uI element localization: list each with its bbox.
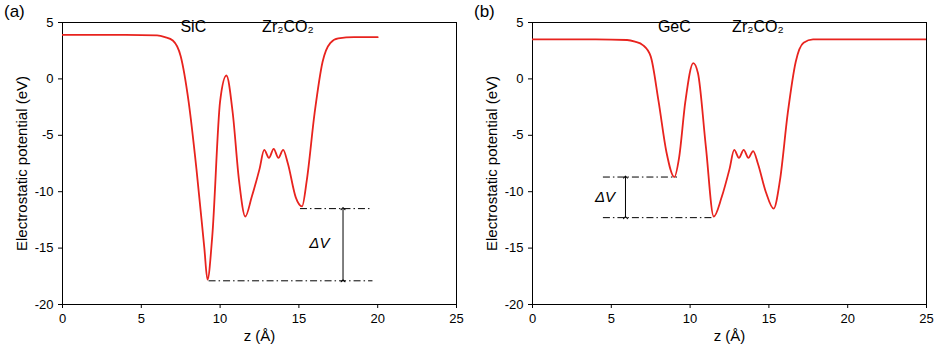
svg-text:20: 20 [370, 311, 384, 326]
svg-text:-15: -15 [35, 240, 54, 255]
svg-text:20: 20 [840, 311, 854, 326]
svg-text:-20: -20 [35, 297, 54, 312]
svg-text:15: 15 [762, 311, 776, 326]
svg-text:Electrostatic potential (eV): Electrostatic potential (eV) [13, 76, 30, 251]
svg-text:25: 25 [919, 311, 933, 326]
svg-text:15: 15 [292, 311, 306, 326]
svg-text:ΔV: ΔV [308, 234, 331, 251]
svg-text:-10: -10 [35, 184, 54, 199]
svg-text:GeC: GeC [658, 18, 691, 35]
svg-text:5: 5 [138, 311, 145, 326]
svg-text:5: 5 [516, 15, 523, 30]
svg-text:SiC: SiC [180, 18, 206, 35]
svg-text:-10: -10 [505, 184, 524, 199]
svg-text:z (Å): z (Å) [244, 327, 276, 344]
svg-text:10: 10 [683, 311, 697, 326]
svg-text:10: 10 [213, 311, 227, 326]
svg-text:-20: -20 [505, 297, 524, 312]
svg-text:0: 0 [529, 311, 536, 326]
svg-text:-5: -5 [512, 127, 524, 142]
svg-text:5: 5 [46, 15, 53, 30]
svg-text:5: 5 [608, 311, 615, 326]
svg-text:Zr₂CO₂: Zr₂CO₂ [262, 18, 314, 35]
svg-text:-15: -15 [505, 240, 524, 255]
html-text:(a): (a) [4, 2, 25, 21]
svg-text:ΔV: ΔV [594, 188, 617, 205]
svg-text:0: 0 [516, 71, 523, 86]
svg-text:0: 0 [46, 71, 53, 86]
svg-text:25: 25 [449, 311, 463, 326]
svg-text:Zr₂CO₂: Zr₂CO₂ [732, 18, 784, 35]
html-text:(b): (b) [474, 2, 495, 21]
svg-text:Electrostatic potential (eV): Electrostatic potential (eV) [483, 76, 500, 251]
svg-text:z (Å): z (Å) [714, 327, 746, 344]
svg-text:0: 0 [59, 311, 66, 326]
svg-text:-5: -5 [42, 127, 54, 142]
